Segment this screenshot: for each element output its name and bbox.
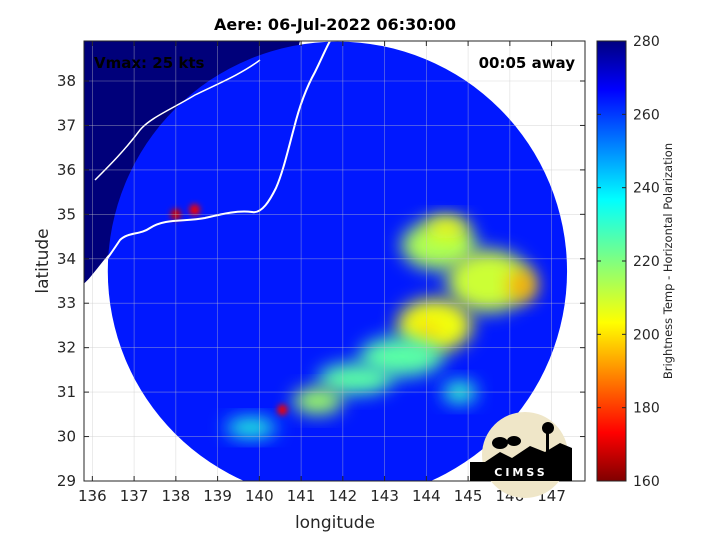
colorbar-tick-label: 200 (633, 327, 660, 343)
y-tick-label: 34 (57, 250, 76, 268)
x-axis-label: longitude (295, 513, 375, 533)
x-tick-label: 141 (287, 487, 316, 505)
y-axis-label: latitude (33, 228, 53, 293)
x-tick-label: 144 (412, 487, 441, 505)
tower-icon (546, 432, 549, 460)
y-tick-label: 32 (57, 339, 76, 357)
satellite-dish-icon (492, 437, 508, 449)
cimss-logo: CIMSS (470, 412, 572, 498)
cold-feature-10 (277, 404, 288, 416)
cold-feature-1 (426, 216, 469, 239)
cold-feature-12 (189, 204, 201, 216)
cold-feature-3 (507, 269, 537, 302)
y-tick-label: 30 (57, 428, 76, 446)
x-tick-label: 143 (370, 487, 399, 505)
vmax-annotation: Vmax: 25 kts (94, 54, 204, 72)
y-tick-label: 36 (57, 161, 76, 179)
coastline (84, 41, 331, 286)
logo-text: CIMSS (494, 466, 547, 479)
tower-top-icon (542, 422, 554, 434)
colorbar-tick-label: 260 (633, 107, 660, 123)
cold-feature-9 (225, 417, 277, 438)
y-tick-label: 31 (57, 383, 76, 401)
x-tick-label: 145 (454, 487, 483, 505)
y-tick-label: 33 (57, 294, 76, 312)
x-tick-label: 140 (245, 487, 274, 505)
x-tick-label: 138 (162, 487, 191, 505)
logo-hills (485, 443, 572, 462)
logo-ground (470, 462, 572, 481)
x-tick-label: 137 (120, 487, 149, 505)
axes-box (83, 40, 586, 482)
colorbar-tick-label: 240 (633, 181, 660, 197)
colorbar-tick-label: 160 (633, 474, 660, 490)
cold-feature-7 (317, 363, 393, 395)
colorbar-tick-label: 180 (633, 401, 660, 417)
satellite-dish-icon-2 (507, 436, 521, 446)
colorbar-tick-label: 220 (633, 254, 660, 270)
time-away-annotation: 00:05 away (479, 54, 576, 72)
x-tick-label: 142 (329, 487, 358, 505)
y-tick-label: 29 (57, 472, 76, 490)
colorbar-ticks: 160 180 200 220 240 260 280 (597, 34, 660, 490)
chart-title: Aere: 06-Jul-2022 06:30:00 (214, 15, 456, 34)
y-tick-label: 37 (57, 116, 76, 134)
cold-feature-8 (292, 387, 343, 415)
x-tick-label: 139 (203, 487, 232, 505)
x-tick-label: 136 (78, 487, 107, 505)
y-axis-ticks: 29 30 31 32 33 34 35 36 37 38 (57, 72, 585, 490)
colorbar (597, 41, 626, 481)
cold-feature-6 (359, 336, 444, 377)
y-tick-label: 35 (57, 205, 76, 223)
colorbar-tick-label: 280 (633, 34, 660, 50)
coastline-north (94, 59, 261, 181)
colorbar-label: Brightness Temp - Horizontal Polarizatio… (661, 143, 675, 379)
y-tick-label: 38 (57, 72, 76, 90)
